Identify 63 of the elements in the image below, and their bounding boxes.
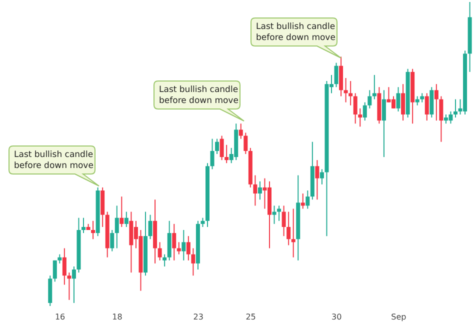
candlestick [439, 96, 444, 142]
annotation: Last bullish candle before down move [256, 22, 336, 43]
candlestick [158, 242, 162, 261]
candlestick [67, 272, 72, 300]
candlestick [176, 242, 181, 255]
candlestick [358, 108, 362, 128]
candlestick [415, 96, 420, 106]
candlestick [272, 205, 276, 224]
candlestick [396, 86, 400, 112]
candlestick [253, 174, 258, 206]
x-tick-label: 18 [112, 312, 122, 322]
candlestick [58, 254, 62, 264]
x-tick-label: 23 [193, 312, 204, 322]
candlestick [238, 123, 243, 140]
candlestick [91, 220, 96, 240]
annotation: Last bullish candle before down move [159, 85, 238, 106]
candlestick [258, 180, 262, 200]
x-tick-label: 16 [54, 312, 66, 322]
candlestick [72, 266, 76, 304]
candlestick [453, 98, 458, 118]
x-tick-label: 30 [332, 312, 342, 322]
candlestick [191, 248, 196, 276]
candlestick [220, 135, 224, 161]
candlestick [306, 190, 310, 210]
candlestick [244, 132, 248, 154]
candlestick [114, 205, 119, 249]
candlestick [420, 92, 424, 103]
candlestick [186, 236, 190, 261]
candlestick [124, 211, 128, 228]
x-tick-label: Sep [391, 312, 406, 322]
candlestick [382, 90, 386, 158]
candlestick [286, 211, 291, 246]
candlestick [434, 84, 438, 122]
candlestick [300, 193, 305, 210]
candlestick [120, 196, 124, 228]
candlestick [200, 217, 205, 228]
candlestick [215, 138, 220, 154]
candlestick [424, 92, 429, 122]
candlestick [182, 230, 186, 261]
candlestick [277, 205, 282, 222]
candlestick [348, 80, 353, 106]
candlestick [172, 223, 176, 261]
candlestick [148, 214, 152, 240]
annotation: Last bullish candle before down move [14, 150, 94, 171]
candlestick [162, 254, 167, 267]
candlestick [224, 144, 229, 164]
candlestick [353, 92, 358, 124]
candlestick [82, 217, 86, 234]
candlestick [401, 84, 406, 122]
candlestick [368, 90, 372, 109]
candlestick [282, 205, 286, 237]
x-tick-label: 25 [246, 312, 256, 322]
candlestick [62, 248, 66, 286]
candlestick [334, 62, 338, 88]
candlestick [344, 78, 348, 103]
candlestick [110, 230, 114, 252]
candlestick [362, 102, 367, 122]
candlestick [210, 138, 214, 170]
candlestick [372, 74, 376, 100]
candlestick [52, 260, 57, 282]
candlestick [315, 160, 320, 200]
candlestick [291, 208, 296, 258]
candlestick [320, 168, 324, 185]
